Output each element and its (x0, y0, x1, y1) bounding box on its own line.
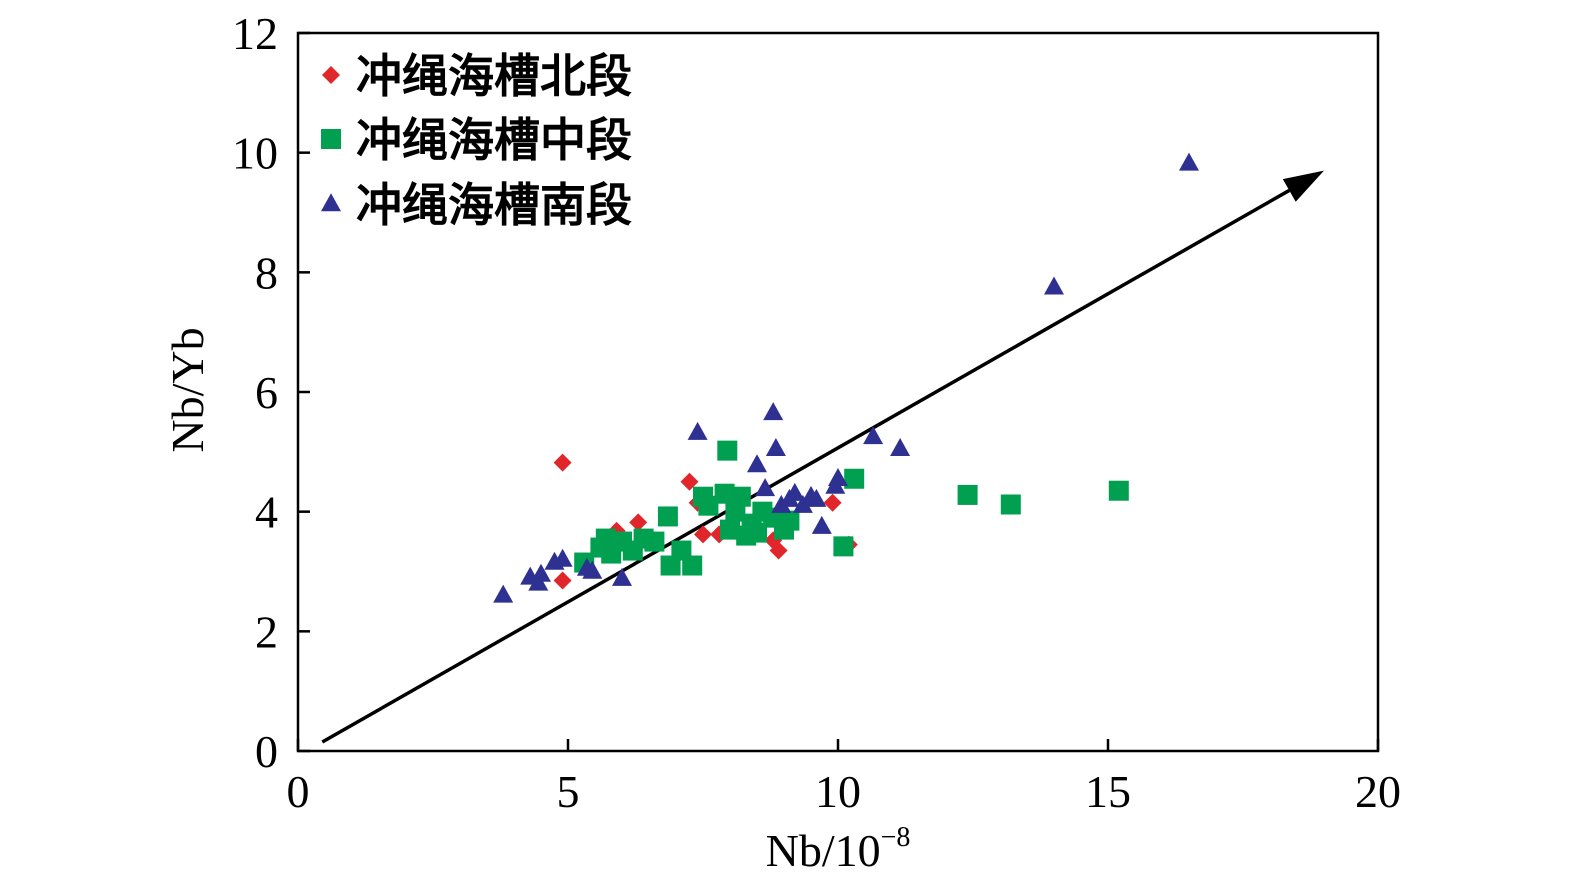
data-point (1108, 480, 1129, 501)
data-point (730, 486, 751, 507)
data-point (747, 522, 767, 543)
x-tick-label: 20 (1355, 766, 1401, 817)
data-point (784, 482, 805, 501)
data-point (1000, 494, 1021, 515)
data-point (657, 506, 678, 527)
data-point (612, 567, 632, 586)
axis-ticks (296, 31, 1380, 753)
y-axis-label: Nb/Yb (162, 327, 213, 452)
x-tick-label: 5 (557, 766, 580, 817)
data-point (806, 488, 827, 507)
legend-item: 冲绳海槽南段 (321, 178, 632, 232)
data-point (1044, 276, 1064, 295)
data-point (779, 510, 800, 531)
x-axis-label-main: Nb/10 (766, 825, 881, 876)
y-tick-label: 6 (255, 367, 278, 418)
y-tick-label: 2 (255, 606, 278, 657)
axis-tick-labels: 0 5 10 15 20 0 2 4 6 8 10 12 (232, 8, 1401, 817)
data-point (720, 519, 740, 540)
data-point (698, 495, 719, 516)
y-tick-label: 8 (255, 247, 278, 298)
data-point (863, 426, 884, 445)
legend-label: 冲绳海槽南段 (356, 178, 632, 232)
data-point (629, 513, 648, 532)
data-point (493, 584, 514, 603)
x-tick-label: 10 (815, 766, 861, 817)
data-point (957, 484, 978, 505)
data-point (531, 563, 551, 582)
x-tick-label: 15 (1085, 766, 1131, 817)
legend-marker (322, 66, 340, 84)
legend-marker (321, 193, 341, 212)
data-point (747, 454, 767, 473)
data-point (687, 421, 708, 440)
data-point (553, 453, 572, 472)
y-tick-label: 12 (232, 8, 278, 59)
data-point (1179, 152, 1199, 171)
data-point (763, 402, 784, 421)
legend-item: 冲绳海槽北段 (322, 49, 632, 103)
data-point (823, 493, 842, 512)
legend-label: 冲绳海槽北段 (356, 49, 632, 103)
x-axis-label: Nb/10−8 (766, 822, 911, 876)
legend-item: 冲绳海槽中段 (321, 113, 632, 167)
data-point (811, 515, 832, 534)
data-point (582, 560, 603, 579)
data-point (890, 438, 911, 457)
legend-label: 冲绳海槽中段 (356, 113, 632, 167)
data-point (553, 571, 572, 590)
data-point (552, 548, 573, 567)
series-3 (493, 152, 1199, 603)
y-tick-label: 10 (232, 128, 278, 179)
data-point (682, 555, 703, 576)
data-points (493, 152, 1199, 603)
data-point (644, 531, 665, 552)
x-axis-label-exponent: −8 (881, 822, 911, 853)
data-point (844, 468, 865, 489)
data-point (717, 440, 738, 461)
y-tick-label: 0 (255, 726, 278, 777)
x-tick-label: 0 (287, 766, 310, 817)
data-point (694, 525, 712, 544)
trend-arrow-head (1282, 170, 1324, 202)
y-tick-label: 4 (255, 487, 278, 538)
data-point (769, 541, 788, 560)
data-point (833, 536, 854, 557)
data-point (755, 478, 776, 497)
data-point (680, 472, 699, 491)
data-point (765, 438, 786, 457)
series-2 (574, 440, 1129, 576)
data-point (828, 467, 848, 486)
data-point (714, 483, 735, 504)
trend-arrow (321, 170, 1324, 744)
legend-marker (321, 129, 341, 149)
trend-arrow-shaft (321, 188, 1291, 744)
